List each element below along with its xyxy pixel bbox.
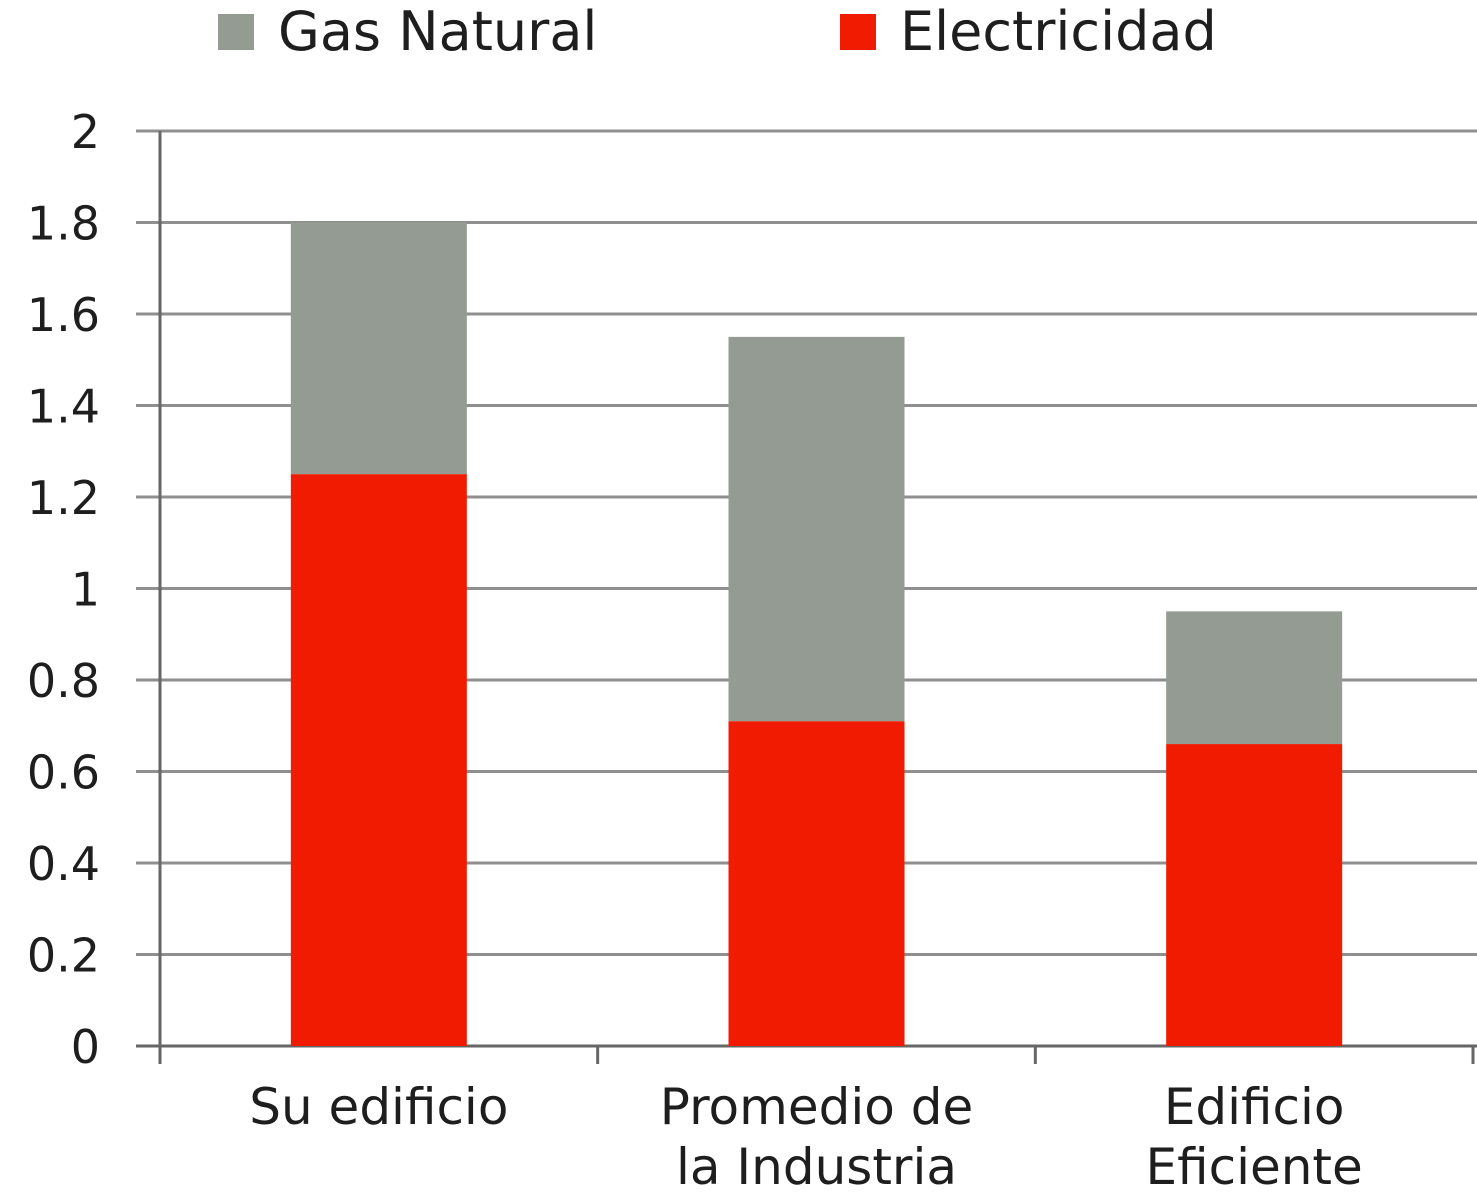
y-tick-label-1: 1	[71, 563, 100, 617]
x-category-label-line: Su edificio	[249, 1078, 508, 1136]
bar-electricidad-edificio-eficiente	[1166, 744, 1343, 1046]
bar-gas-natural-su-edificio	[290, 222, 467, 475]
x-category-label-line: la Industria	[676, 1138, 957, 1196]
bar-gas-natural-edificio-eficiente	[1166, 611, 1343, 745]
y-tick-label-0-6: 0.6	[27, 746, 100, 800]
x-category-label-line: Edificio	[1164, 1078, 1345, 1136]
bars	[290, 222, 1343, 1046]
x-category-label-su-edificio: Su edificio	[249, 1078, 508, 1136]
bar-electricidad-promedio-de-la-industria	[728, 721, 905, 1046]
y-tick-label-0-2: 0.2	[27, 929, 100, 983]
y-tick-label-1-6: 1.6	[27, 288, 100, 342]
legend-swatch-electricidad	[840, 14, 876, 50]
y-tick-label-0: 0	[71, 1020, 100, 1074]
x-category-label-edificio-eficiente: Edificio Eficiente	[1146, 1078, 1363, 1196]
y-axis-tick-labels: 0 0.2 0.4 0.6 0.8 1 1.2 1.4 1.6 1.8 2	[27, 105, 100, 1074]
bar-electricidad-su-edificio	[290, 474, 467, 1046]
chart-legend: Gas Natural Electricidad	[218, 0, 1217, 63]
legend-swatch-gas-natural	[218, 14, 254, 50]
y-tick-label-0-8: 0.8	[27, 654, 100, 708]
x-axis-category-labels: Su edificio Promedio de la Industria Edific…	[249, 1078, 1363, 1196]
legend-label-gas-natural: Gas Natural	[278, 0, 597, 63]
x-category-label-promedio-de-la-industria: Promedio de la Industria	[660, 1078, 973, 1196]
y-tick-label-1-4: 1.4	[27, 380, 100, 434]
y-tick-label-1-8: 1.8	[27, 197, 100, 251]
legend-label-electricidad: Electricidad	[900, 0, 1217, 63]
y-tick-label-0-4: 0.4	[27, 837, 100, 891]
y-tick-label-2: 2	[71, 105, 100, 159]
x-category-label-line: Eficiente	[1146, 1138, 1363, 1196]
y-tick-label-1-2: 1.2	[27, 471, 100, 525]
bar-gas-natural-promedio-de-la-industria	[728, 336, 905, 722]
x-category-label-line: Promedio de	[660, 1078, 973, 1136]
